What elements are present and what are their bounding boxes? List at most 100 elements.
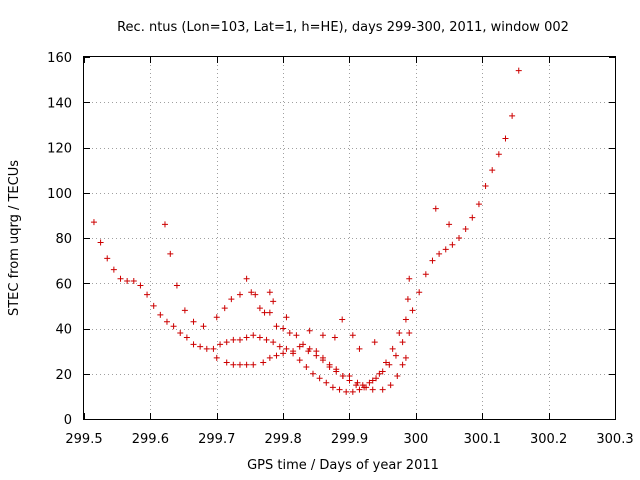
- data-point: [250, 332, 257, 339]
- y-tick-label: 40: [55, 323, 72, 338]
- data-point: [236, 291, 243, 298]
- data-point: [394, 373, 401, 380]
- data-point: [243, 361, 250, 368]
- data-point: [293, 332, 300, 339]
- data-point: [283, 345, 290, 352]
- data-point: [210, 345, 217, 352]
- data-point: [266, 354, 273, 361]
- data-point: [90, 219, 97, 226]
- data-point: [110, 266, 117, 273]
- y-tick-label: 20: [55, 368, 72, 383]
- data-point: [266, 289, 273, 296]
- data-point: [475, 201, 482, 208]
- data-point: [346, 373, 353, 380]
- data-point: [509, 112, 516, 119]
- data-point: [361, 384, 368, 391]
- data-point: [392, 352, 399, 359]
- y-tick-label: 140: [47, 96, 72, 111]
- data-point: [402, 316, 409, 323]
- data-point: [386, 361, 393, 368]
- data-point: [429, 257, 436, 264]
- x-tick-label: 300.1: [464, 432, 501, 447]
- data-point: [200, 323, 207, 330]
- data-point: [442, 246, 449, 253]
- data-point: [469, 214, 476, 221]
- data-point: [256, 334, 263, 341]
- x-axis-label: GPS time / Days of year 2011: [247, 458, 439, 473]
- data-point: [296, 357, 303, 364]
- data-point: [379, 386, 386, 393]
- data-point: [290, 348, 297, 355]
- data-point: [197, 343, 204, 350]
- data-point: [213, 354, 220, 361]
- data-point: [489, 167, 496, 174]
- data-point: [117, 275, 124, 282]
- data-point: [228, 296, 235, 303]
- data-point: [104, 255, 111, 262]
- data-point: [379, 368, 386, 375]
- data-point: [323, 379, 330, 386]
- data-point: [383, 359, 390, 366]
- data-point: [319, 354, 326, 361]
- data-point: [399, 339, 406, 346]
- data-point: [369, 377, 376, 384]
- data-point: [399, 361, 406, 368]
- y-tick-label: 160: [47, 51, 72, 66]
- data-point: [296, 343, 303, 350]
- data-point: [406, 330, 413, 337]
- data-point: [339, 373, 346, 380]
- data-point: [402, 354, 409, 361]
- data-point: [163, 318, 170, 325]
- data-point: [502, 135, 509, 142]
- data-point: [236, 361, 243, 368]
- data-point: [456, 235, 463, 241]
- data-point: [326, 361, 333, 368]
- data-point: [319, 332, 326, 339]
- y-tick-label: 100: [47, 187, 72, 202]
- data-point: [217, 341, 224, 348]
- data-point: [306, 327, 313, 334]
- data-point: [173, 282, 180, 289]
- data-point: [256, 305, 263, 312]
- data-point: [515, 67, 522, 74]
- data-point: [449, 241, 456, 248]
- data-point: [124, 277, 131, 284]
- data-point: [230, 361, 237, 368]
- data-point: [221, 305, 228, 312]
- data-point: [97, 239, 104, 246]
- data-point: [436, 250, 443, 257]
- data-point: [183, 334, 190, 341]
- data-point: [248, 289, 255, 296]
- data-point: [339, 316, 346, 323]
- data-point: [190, 341, 197, 348]
- chart-title: Rec. ntus (Lon=103, Lat=1, h=HE), days 2…: [117, 20, 569, 35]
- plot-frame: [83, 56, 616, 420]
- data-point: [329, 384, 336, 391]
- data-point: [371, 339, 378, 346]
- x-tick-label: 299.7: [198, 432, 235, 447]
- data-point: [309, 370, 316, 377]
- x-tick-label: 300: [403, 432, 428, 447]
- data-point: [432, 205, 439, 212]
- data-point: [223, 339, 230, 346]
- data-point: [387, 382, 394, 389]
- data-point: [137, 282, 144, 289]
- y-tick-labels: 0 20 40 60 80 100 120 140 160: [47, 51, 72, 428]
- data-point: [495, 151, 502, 158]
- data-point: [283, 314, 290, 321]
- data-point: [144, 291, 151, 298]
- grid: [84, 57, 615, 419]
- data-point: [409, 307, 416, 314]
- data-point: [203, 345, 210, 352]
- data-point: [213, 314, 220, 321]
- data-point: [356, 386, 363, 393]
- x-tick-label: 300.3: [596, 432, 633, 447]
- x-tick-label: 299.5: [65, 432, 102, 447]
- data-point: [333, 366, 340, 373]
- data-point: [406, 275, 413, 282]
- data-point: [343, 388, 350, 395]
- data-point: [303, 363, 310, 370]
- y-tick-label: 0: [64, 413, 72, 428]
- data-point: [250, 361, 257, 368]
